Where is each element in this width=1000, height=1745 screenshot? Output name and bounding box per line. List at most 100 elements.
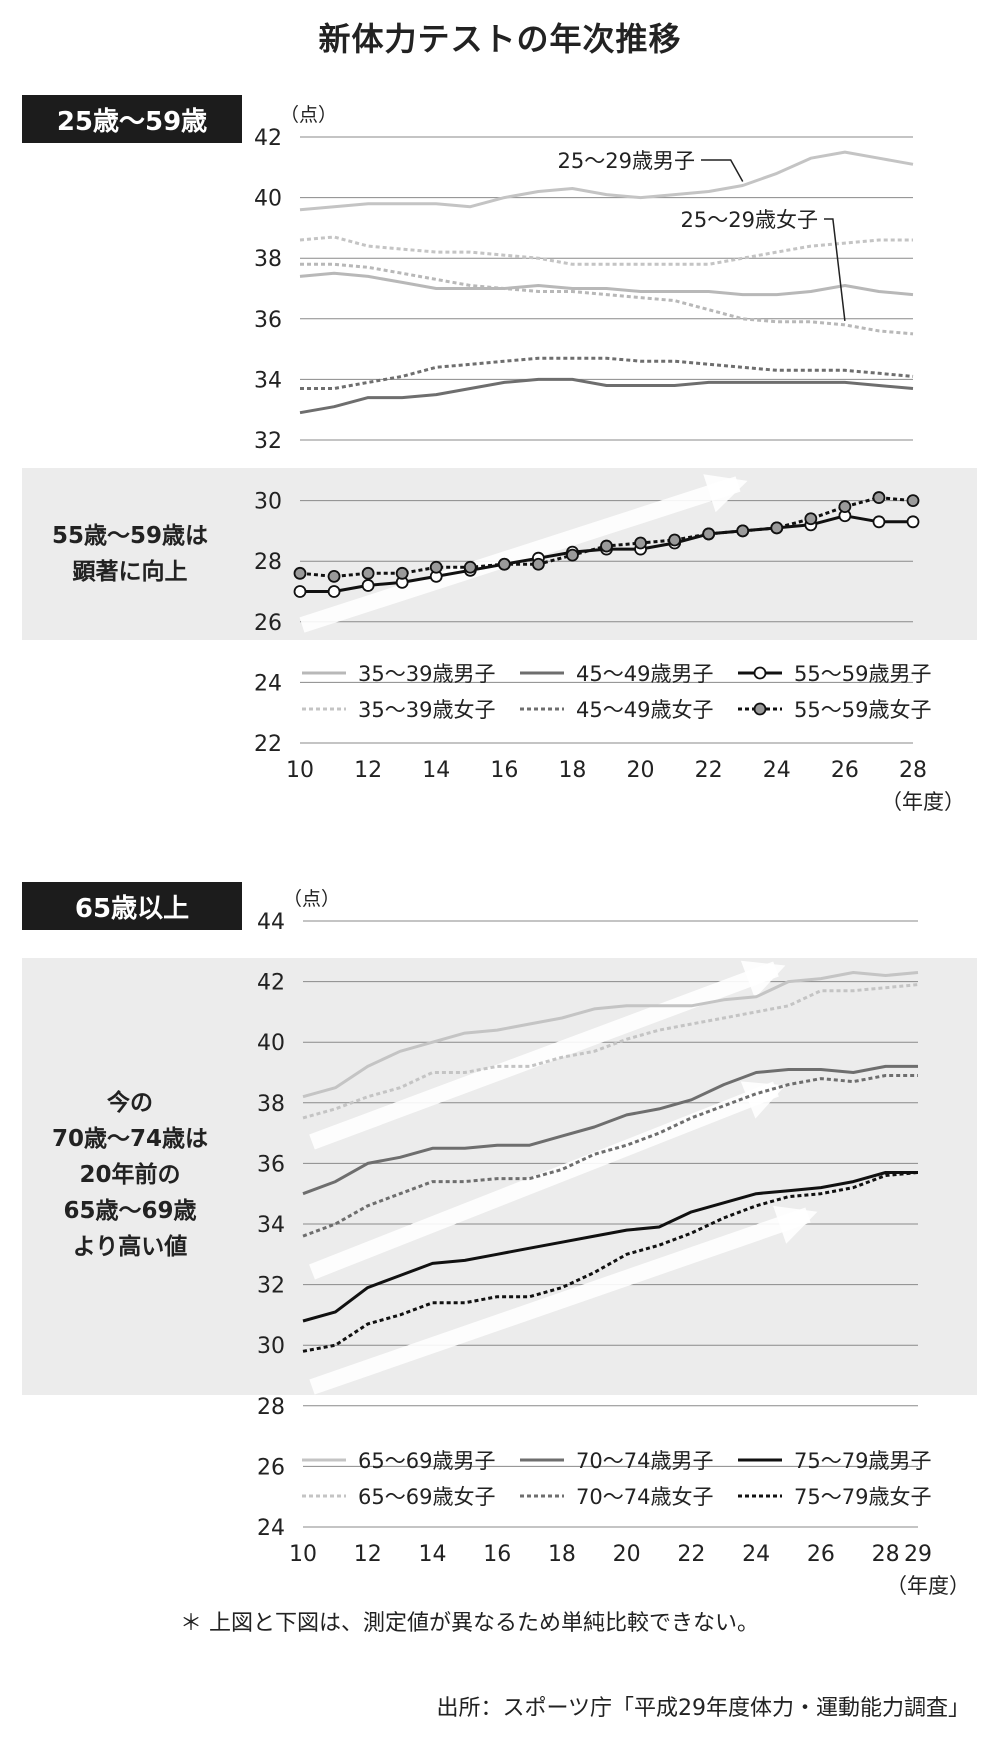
series-line bbox=[300, 356, 914, 390]
panel-label-65-plus: 65歳以上 bbox=[22, 882, 242, 930]
series-line bbox=[302, 971, 919, 1099]
data-point bbox=[872, 515, 886, 529]
series-annotation: 25〜29歳男子 bbox=[558, 149, 695, 173]
x-tick-label: 10 bbox=[289, 1542, 317, 1567]
chart-65-plus: 24 26 28 30 32 34 36 38 40 42 44（点） 10 12 14 16 18 20 22 2… bbox=[257, 888, 970, 1598]
y-tick-label: 36 bbox=[257, 1152, 285, 1177]
legend-label: 75〜79歳男子 bbox=[794, 1449, 931, 1473]
data-point bbox=[600, 539, 613, 553]
series-line bbox=[299, 235, 913, 266]
y-axis-unit: （点） bbox=[280, 104, 337, 126]
x-tick-label: 14 bbox=[418, 1542, 446, 1567]
data-point bbox=[770, 521, 784, 535]
y-tick-label: 40 bbox=[257, 1031, 285, 1056]
y-tick-label: 24 bbox=[257, 1516, 285, 1541]
data-point bbox=[531, 557, 545, 571]
data-point bbox=[634, 536, 647, 550]
callout-65-plus: 今の 70歳〜74歳は 20年前の 65歳〜69歳 より高い値 bbox=[30, 1085, 230, 1265]
page-title: 新体力テストの年次推移 bbox=[318, 20, 682, 58]
x-axis-unit: （年度） bbox=[881, 790, 965, 814]
footnote: ＊ 上図と下図は、測定値が異なるため単純比較できない。 bbox=[180, 1611, 759, 1636]
data-point bbox=[736, 524, 750, 538]
callout-line: 顕著に向上 bbox=[72, 559, 188, 585]
callout-line: 55歳〜59歳は bbox=[51, 523, 208, 549]
y-tick-label: 30 bbox=[254, 490, 282, 515]
x-tick-label: 22 bbox=[695, 758, 723, 783]
series-line bbox=[299, 496, 914, 578]
source-citation: 出所：スポーツ庁「平成29年度体力・運動能力調査」 bbox=[436, 1696, 970, 1721]
y-tick-label: 32 bbox=[257, 1274, 285, 1299]
data-point bbox=[327, 585, 341, 598]
data-point bbox=[361, 579, 375, 592]
y-tick-label: 36 bbox=[254, 308, 282, 333]
y-tick-label: 34 bbox=[254, 368, 282, 393]
x-tick-label: 29 bbox=[904, 1542, 932, 1567]
callout-line: 今の bbox=[107, 1090, 153, 1116]
y-tick-label: 34 bbox=[257, 1213, 285, 1238]
callout-line: 20年前の bbox=[79, 1162, 181, 1188]
data-point bbox=[293, 585, 307, 598]
x-tick-label: 14 bbox=[422, 758, 450, 783]
data-point bbox=[429, 560, 443, 574]
trend-arrow bbox=[309, 1081, 779, 1280]
y-tick-label: 42 bbox=[254, 126, 282, 151]
x-axis-unit: （年度） bbox=[886, 1574, 970, 1598]
x-tick-label: 24 bbox=[742, 1542, 770, 1567]
callout-line: 65歳〜69歳 bbox=[63, 1198, 197, 1224]
trend-arrow-head bbox=[773, 1205, 818, 1244]
callout-line: より高い値 bbox=[72, 1234, 188, 1260]
y-tick-label: 26 bbox=[254, 611, 282, 636]
data-point bbox=[463, 560, 477, 574]
y-tick-label: 28 bbox=[257, 1395, 285, 1420]
data-point bbox=[327, 569, 341, 583]
y-tick-label: 38 bbox=[257, 1092, 285, 1117]
x-tick-label: 28 bbox=[899, 758, 927, 783]
callout-55-59: 55歳〜59歳は 顕著に向上 bbox=[30, 518, 230, 590]
data-point bbox=[872, 491, 886, 504]
data-point bbox=[906, 515, 920, 529]
y-tick-label: 30 bbox=[257, 1334, 285, 1359]
x-tick-label: 12 bbox=[354, 758, 382, 783]
series-line bbox=[300, 262, 914, 336]
legend-marker bbox=[753, 702, 767, 716]
x-tick-label: 28 bbox=[872, 1542, 900, 1567]
series-line bbox=[302, 1171, 919, 1353]
series-line bbox=[299, 377, 914, 415]
chart-25-59: 22 24 26 28 30 32 34 36 38 40 42（点） 10 12 14 16 18 20 22 2… bbox=[254, 104, 965, 814]
legend-marker bbox=[753, 666, 767, 680]
legend-label: 45〜49歳男子 bbox=[576, 662, 713, 686]
data-point bbox=[668, 533, 682, 547]
data-point bbox=[804, 512, 818, 526]
trend-arrow-head bbox=[703, 474, 748, 513]
legend-label: 55〜59歳女子 bbox=[794, 698, 931, 722]
y-tick-label: 26 bbox=[257, 1455, 285, 1480]
x-tick-label: 10 bbox=[286, 758, 314, 783]
data-point bbox=[293, 566, 307, 580]
x-tick-label: 22 bbox=[677, 1542, 705, 1567]
trend-arrow bbox=[299, 476, 741, 633]
trend-arrow-head bbox=[740, 960, 786, 999]
series-annotation: 25〜29歳女子 bbox=[681, 208, 818, 232]
x-tick-label: 20 bbox=[613, 1542, 641, 1567]
legend-label: 65〜69歳男子 bbox=[358, 1449, 495, 1473]
annotation-leader bbox=[824, 218, 846, 321]
legend-label: 45〜49歳女子 bbox=[576, 698, 713, 722]
x-tick-label: 26 bbox=[807, 1542, 835, 1567]
x-tick-label: 18 bbox=[558, 758, 586, 783]
y-tick-label: 28 bbox=[254, 550, 282, 575]
x-tick-label: 16 bbox=[490, 758, 518, 783]
data-point bbox=[361, 566, 375, 580]
data-point bbox=[702, 527, 716, 541]
legend-label: 75〜79歳女子 bbox=[794, 1485, 931, 1509]
y-tick-label: 38 bbox=[254, 247, 282, 272]
x-tick-label: 18 bbox=[548, 1542, 576, 1567]
series-line bbox=[302, 1064, 918, 1196]
trend-arrow bbox=[309, 1207, 811, 1395]
series-line bbox=[299, 271, 914, 297]
data-point bbox=[497, 557, 511, 571]
panel-label-25-59: 25歳〜59歳 bbox=[22, 95, 242, 143]
callout-line: 70歳〜74歳は bbox=[51, 1126, 208, 1152]
series-line bbox=[302, 1074, 918, 1238]
y-axis-unit: （点） bbox=[283, 888, 340, 910]
legend-label: 70〜74歳女子 bbox=[576, 1485, 713, 1509]
